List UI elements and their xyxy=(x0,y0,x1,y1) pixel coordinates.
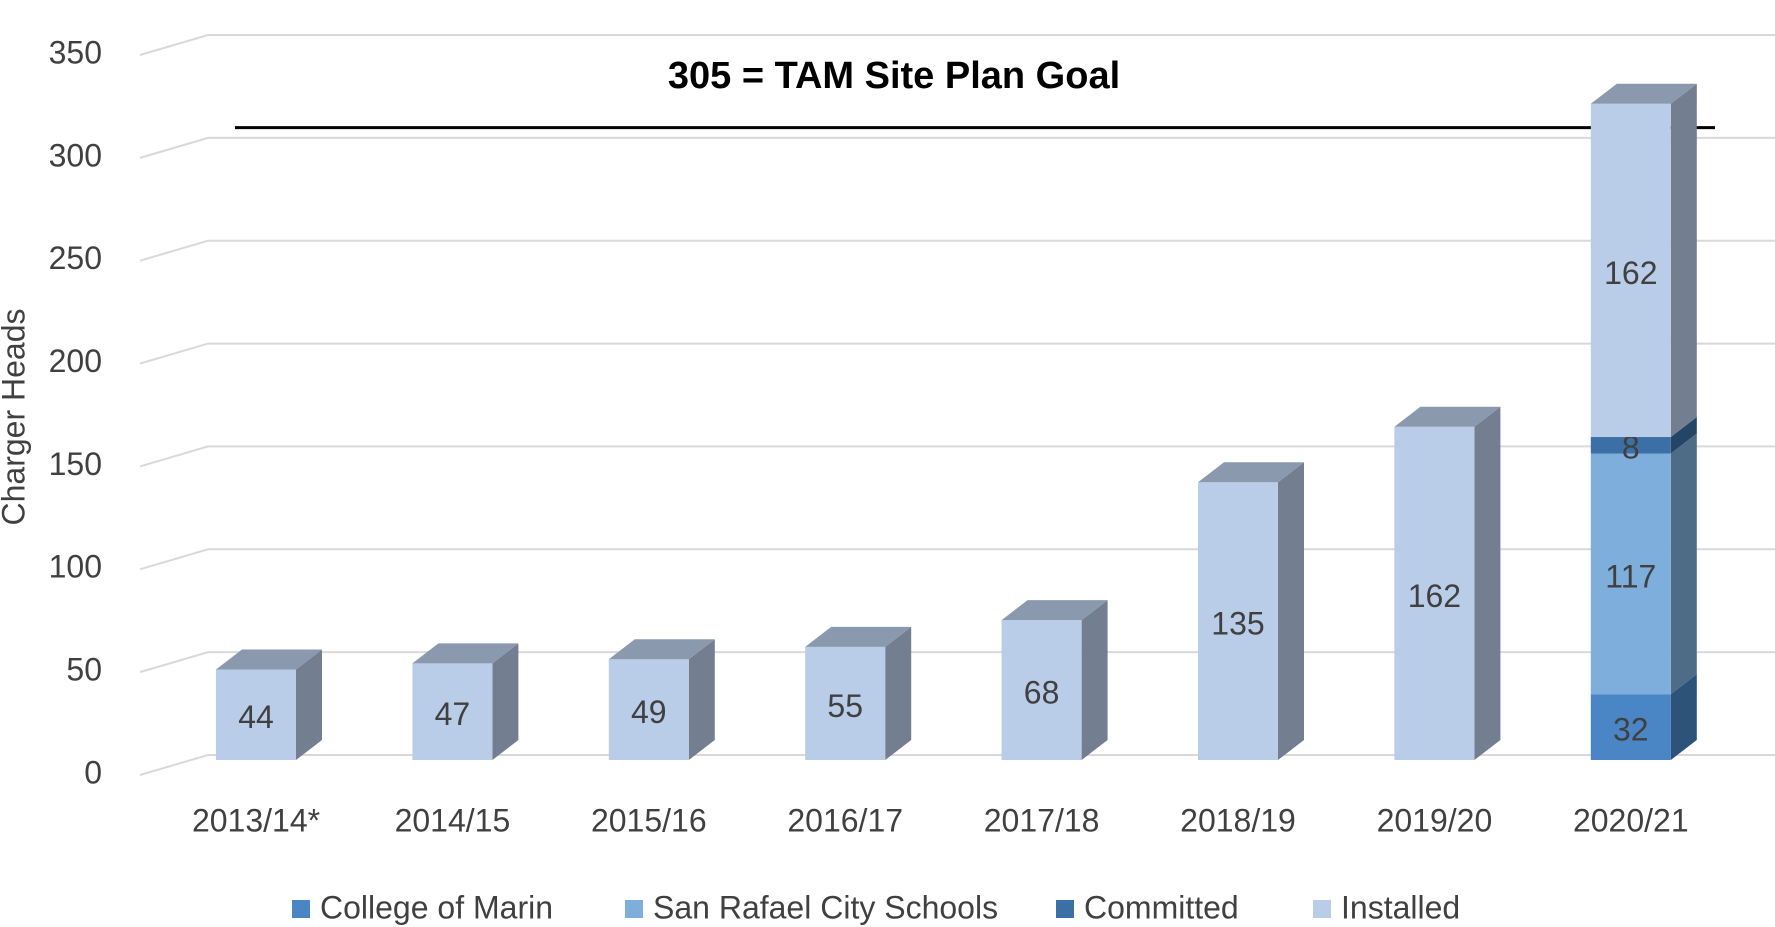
x-tick-label: 2016/17 xyxy=(787,802,903,838)
bar xyxy=(1394,426,1475,760)
y-tick-label: 100 xyxy=(49,549,102,585)
bar xyxy=(1590,103,1671,438)
legend-swatch xyxy=(292,900,310,918)
grid-line xyxy=(139,548,1775,571)
x-tick-label: 2014/15 xyxy=(395,802,511,838)
data-label: 117 xyxy=(1605,558,1656,594)
bar-side xyxy=(296,649,322,760)
bar xyxy=(1001,620,1082,760)
x-tick-label: 2017/18 xyxy=(984,802,1100,838)
data-label: 44 xyxy=(238,699,274,735)
legend-label: Committed xyxy=(1084,889,1239,925)
data-label: 49 xyxy=(631,694,667,730)
y-tick-label: 0 xyxy=(84,754,102,790)
bar xyxy=(412,663,493,760)
bar-side xyxy=(1081,600,1108,760)
grid-line xyxy=(139,651,1775,674)
grid-line xyxy=(139,342,1775,365)
legend-label: College of Marin xyxy=(320,889,553,925)
y-tick-label: 50 xyxy=(66,652,102,688)
bar xyxy=(805,646,886,760)
data-label: 162 xyxy=(1408,578,1461,614)
y-tick-label: 200 xyxy=(49,343,102,379)
bar-top xyxy=(412,643,519,664)
y-tick-label: 250 xyxy=(49,240,102,276)
data-label: 68 xyxy=(1024,675,1060,711)
bar-top xyxy=(805,626,912,647)
bar xyxy=(608,659,689,760)
x-tick-label: 2020/21 xyxy=(1573,802,1689,838)
bar-side xyxy=(885,626,912,760)
y-axis-label: Charger Heads xyxy=(0,309,31,526)
grid-line xyxy=(139,239,1775,262)
data-label: 162 xyxy=(1604,255,1657,291)
grid-line xyxy=(139,136,1775,159)
bar-top xyxy=(1198,462,1304,483)
bar-side xyxy=(1670,417,1697,454)
bar-side xyxy=(492,643,519,760)
bar xyxy=(1590,437,1671,454)
legend-label: Installed xyxy=(1341,889,1460,925)
bar-top xyxy=(1590,83,1697,104)
bar-top xyxy=(1394,406,1501,427)
bar-side xyxy=(1278,462,1304,760)
bar-side xyxy=(1670,83,1697,438)
legend-swatch xyxy=(1313,900,1331,918)
bar-side xyxy=(688,639,715,760)
bar-side xyxy=(1474,406,1501,760)
x-tick-label: 2018/19 xyxy=(1180,802,1296,838)
bar-top xyxy=(608,639,715,660)
x-tick-label: 2013/14* xyxy=(192,802,320,838)
data-label: 8 xyxy=(1622,430,1640,466)
data-label: 47 xyxy=(435,696,471,732)
grid-line xyxy=(139,445,1775,468)
data-label: 55 xyxy=(827,688,863,724)
grid-line xyxy=(139,754,1775,776)
bar xyxy=(1590,453,1671,695)
x-tick-label: 2019/20 xyxy=(1377,802,1493,838)
legend-label: San Rafael City Schools xyxy=(653,889,998,925)
legend-swatch xyxy=(625,900,643,918)
bar-side xyxy=(1670,433,1697,695)
data-label: 135 xyxy=(1211,606,1264,642)
legend-swatch xyxy=(1056,900,1074,918)
y-tick-label: 350 xyxy=(49,34,102,70)
bar xyxy=(1590,694,1671,760)
x-tick-label: 2015/16 xyxy=(591,802,707,838)
grid-line xyxy=(139,34,1775,56)
bar-top xyxy=(216,649,322,670)
data-label: 32 xyxy=(1613,712,1649,748)
annotation: 305 = TAM Site Plan Goal xyxy=(668,55,1120,97)
y-tick-label: 150 xyxy=(49,446,102,482)
bar xyxy=(1198,482,1278,760)
bar-side xyxy=(1670,674,1697,760)
bar-top xyxy=(1001,600,1108,621)
bar xyxy=(216,669,296,760)
y-tick-label: 300 xyxy=(49,137,102,173)
